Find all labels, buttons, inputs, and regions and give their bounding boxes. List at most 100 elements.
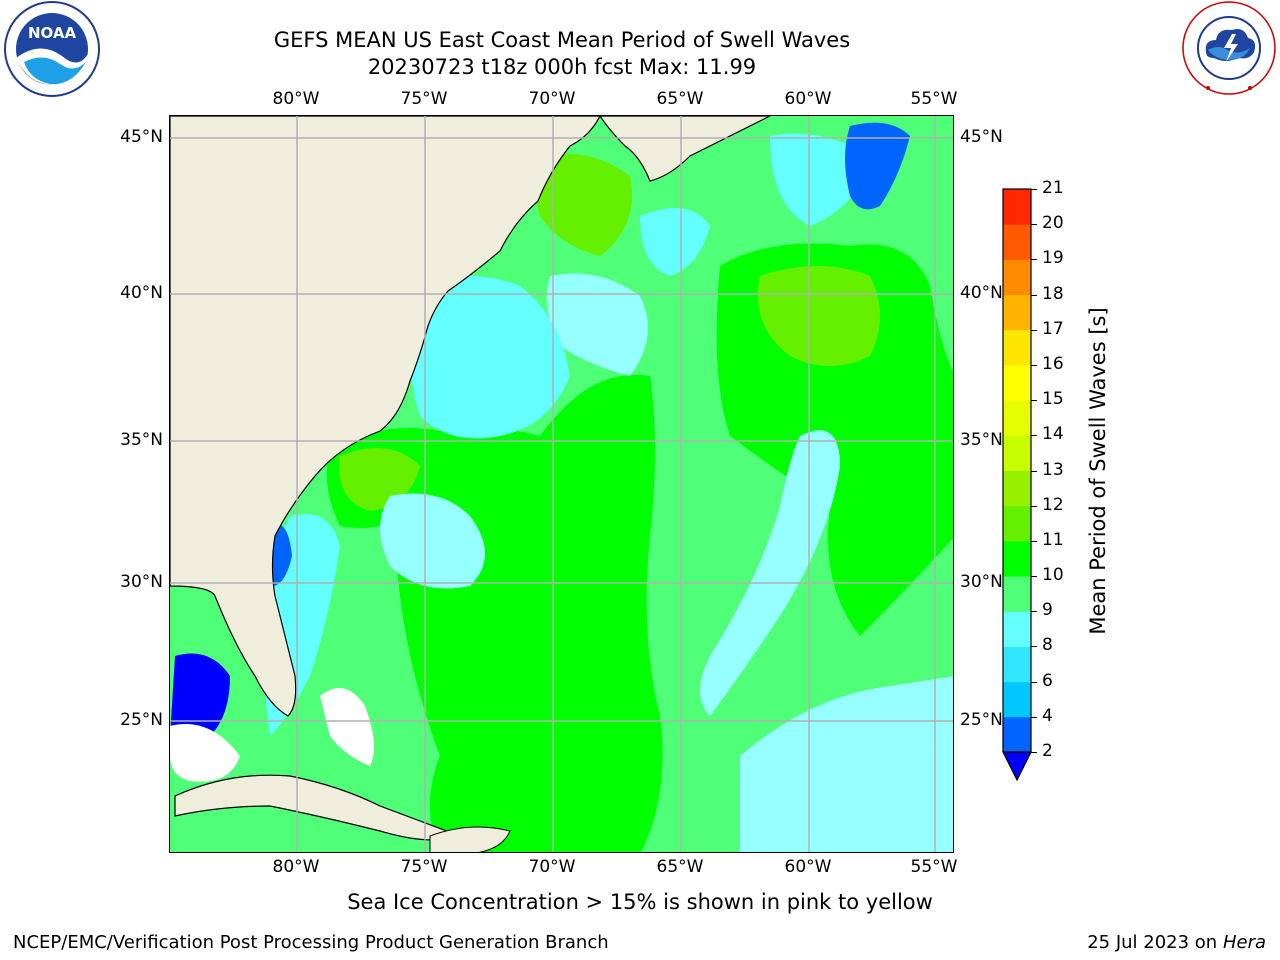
colorbar-tick-label: 10 <box>1042 565 1064 586</box>
colorbar-tick-label: 13 <box>1042 459 1064 480</box>
region-6-8 <box>770 133 870 226</box>
lat-label-right: 30°N <box>960 572 1003 592</box>
host-name: Hera <box>1222 932 1266 953</box>
lon-label-bottom: 75°W <box>400 857 448 877</box>
florida-keys-mask <box>170 724 240 782</box>
colorbar-bin <box>1003 470 1031 507</box>
colorbar-tick-label: 16 <box>1042 353 1064 374</box>
colorbar <box>1000 186 1040 786</box>
colorbar-tick-mark <box>1031 716 1037 718</box>
colorbar-tick-mark <box>1031 224 1037 226</box>
lon-label-bottom: 70°W <box>528 857 576 877</box>
colorbar-tick-label: 15 <box>1042 389 1064 410</box>
lon-label-top: 70°W <box>528 89 576 109</box>
lon-label-bottom: 55°W <box>910 857 958 877</box>
colorbar-tick-label: 12 <box>1042 494 1064 515</box>
colorbar-bin <box>1003 364 1031 401</box>
noaa-text: NOAA <box>28 24 77 42</box>
colorbar-tick-mark <box>1031 400 1037 402</box>
colorbar-extend-min <box>1002 751 1032 782</box>
colorbar-bin <box>1003 540 1031 577</box>
lon-label-top: 60°W <box>784 89 832 109</box>
colorbar-bin <box>1003 224 1031 260</box>
lat-label-right: 25°N <box>960 710 1003 730</box>
colorbar-tick-mark <box>1031 646 1037 648</box>
region-6-8 <box>410 276 570 439</box>
lon-label-bottom: 65°W <box>656 857 704 877</box>
region-8-9 <box>740 676 953 852</box>
colorbar-tick-mark <box>1031 681 1037 683</box>
date-text: 25 Jul 2023 on <box>1087 932 1223 953</box>
colorbar-tick-label: 19 <box>1042 248 1064 269</box>
chart-title: GEFS MEAN US East Coast Mean Period of S… <box>273 28 851 52</box>
colorbar-bin <box>1003 294 1031 331</box>
swell-period-map <box>170 116 953 852</box>
noaa-logo: NOAA <box>0 0 104 100</box>
colorbar-bin <box>1003 259 1031 296</box>
colorbar-bin <box>1003 400 1031 436</box>
colorbar-tick-label: 2 <box>1042 741 1053 761</box>
colorbar-tick-mark <box>1031 540 1037 542</box>
lat-label-right: 45°N <box>960 127 1003 147</box>
land-north-america <box>170 116 601 717</box>
bahamas-mask <box>320 688 374 766</box>
lat-label-left: 40°N <box>120 283 163 303</box>
lon-label-top: 80°W <box>272 89 320 109</box>
region-11-12 <box>758 266 880 366</box>
colorbar-tick-mark <box>1031 752 1037 753</box>
region-8-9 <box>546 273 648 376</box>
region-10-11 <box>395 374 663 852</box>
colorbar-tick-label: 6 <box>1042 670 1053 691</box>
colorbar-tick-mark <box>1031 611 1037 613</box>
colorbar-tick-mark <box>1031 470 1037 472</box>
colorbar-tick-mark <box>1031 189 1037 190</box>
colorbar-tick-label: 9 <box>1042 600 1053 621</box>
lat-label-left: 25°N <box>120 710 163 730</box>
colorbar-tick-mark <box>1031 294 1037 296</box>
colorbar-tick-label: 11 <box>1042 529 1064 550</box>
lon-label-top: 55°W <box>910 89 958 109</box>
colorbar-bin <box>1003 646 1031 683</box>
graticule <box>170 116 953 852</box>
colorbar-tick-label: 14 <box>1042 424 1064 445</box>
sea-ice-note-text: Sea Ice Concentration > 15% is shown in … <box>347 890 933 914</box>
lat-label-left: 35°N <box>120 430 163 450</box>
chart-subtitle: 20230723 t18z 000h fcst Max: 11.99 <box>367 55 757 79</box>
colorbar-bin <box>1003 505 1031 542</box>
region-under-2 <box>170 653 230 746</box>
lat-label-right: 40°N <box>960 283 1003 303</box>
colorbar-tick-label: 8 <box>1042 635 1053 656</box>
colorbar-bin <box>1003 611 1031 647</box>
colorbar-tick-label: 4 <box>1042 705 1053 726</box>
lon-label-bottom: 60°W <box>784 857 832 877</box>
region-2-4 <box>845 122 910 210</box>
colorbar-bin <box>1003 716 1031 753</box>
colorbar-tick-label: 20 <box>1042 213 1064 234</box>
lat-label-left: 30°N <box>120 572 163 592</box>
lon-label-bottom: 80°W <box>272 857 320 877</box>
colorbar-tick-label: 18 <box>1042 283 1064 304</box>
colorbar-bin <box>1003 435 1031 471</box>
nws-logo <box>1178 0 1280 100</box>
colorbar-tick-mark <box>1031 364 1037 366</box>
date-stamp: 25 Jul 2023 on Hera <box>1087 932 1266 953</box>
colorbar-bin <box>1003 576 1031 612</box>
colorbar-tick-mark <box>1031 576 1037 578</box>
colorbar-ticks: 2 4 6 8 9 10 11 12 13 14 15 16 17 18 19 20 21 <box>1031 0 1092 960</box>
region-8-9 <box>380 493 485 589</box>
colorbar-bin <box>1003 681 1031 718</box>
land-hispaniola <box>429 826 511 852</box>
colorbar-tick-mark <box>1031 329 1037 331</box>
region-6-8 <box>640 208 710 276</box>
lat-label-left: 45°N <box>120 127 163 147</box>
lat-label-right: 35°N <box>960 430 1003 450</box>
credit-text: NCEP/EMC/Verification Post Processing Pr… <box>13 932 609 953</box>
colorbar-bin <box>1003 329 1031 366</box>
region-11-12 <box>535 153 632 256</box>
sea-ice-note: Sea Ice Concentration > 15% is shown in … <box>0 890 1280 914</box>
colorbar-tick-label: 17 <box>1042 318 1064 339</box>
colorbar-tick-mark <box>1031 505 1037 507</box>
colorbar-tick-mark <box>1031 259 1037 261</box>
colorbar-bin <box>1003 189 1031 225</box>
colorbar-label: Mean Period of Swell Waves [s] <box>1086 307 1110 635</box>
